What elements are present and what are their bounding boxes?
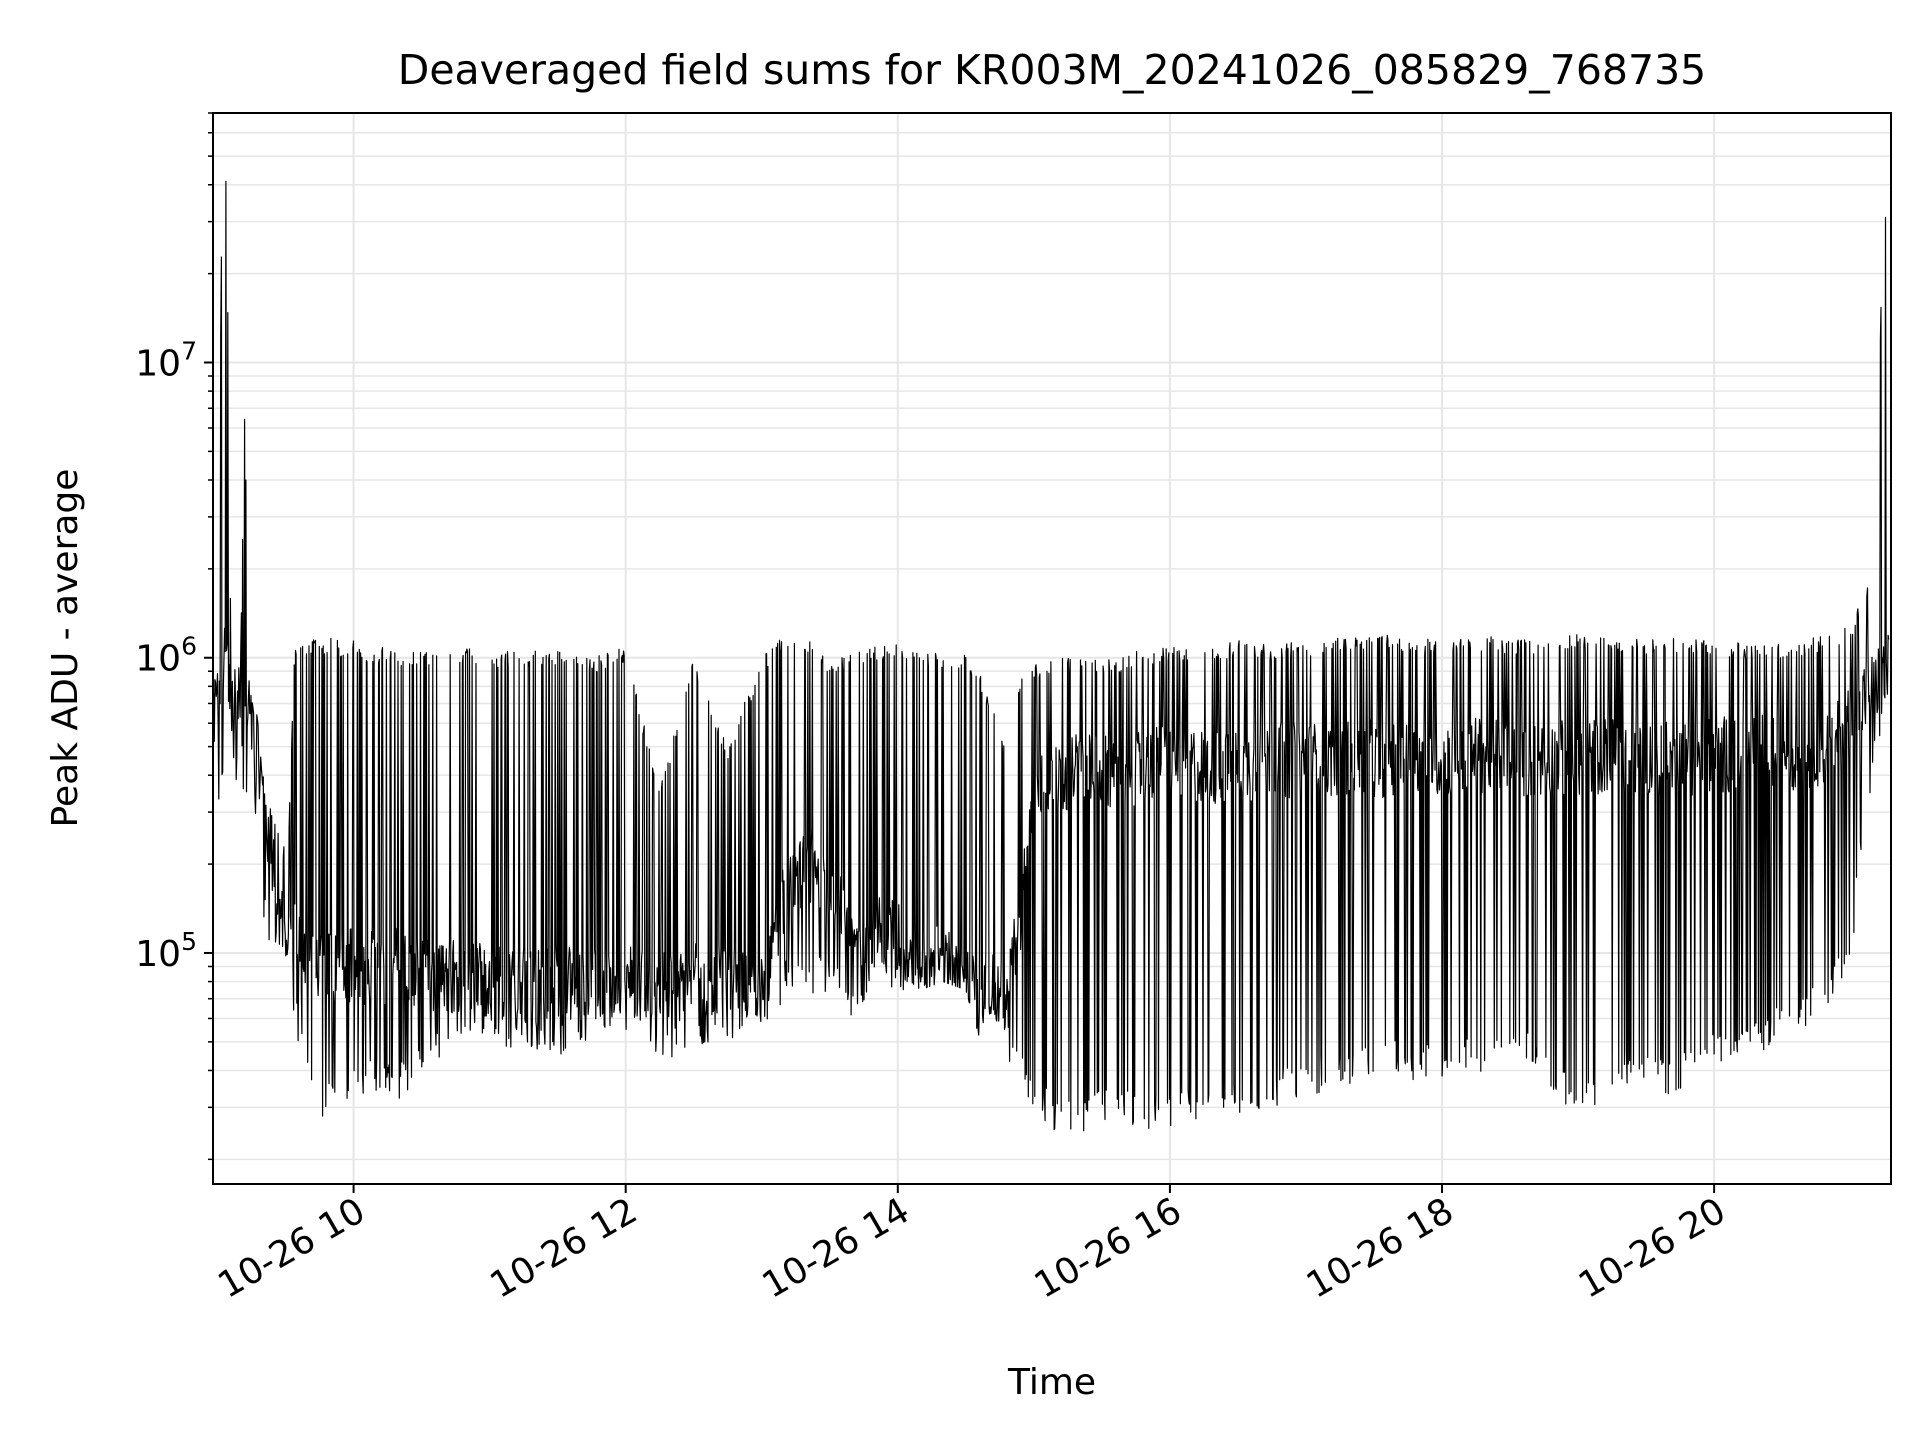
x-tick-label: 10-26 12 (484, 1190, 645, 1306)
y-axis: 105 106 107 (135, 112, 213, 1161)
series-line (212, 180, 1890, 1132)
x-tick-label: 10-26 18 (1300, 1190, 1461, 1306)
x-axis: 10-26 10 10-26 12 10-26 14 10-26 16 10-26 18… (211, 1184, 1733, 1307)
x-tick-label: 10-26 16 (1028, 1190, 1189, 1306)
y-tick-label: 107 (135, 337, 197, 385)
x-axis-label: Time (1007, 1362, 1096, 1403)
y-tick-label: 105 (135, 927, 197, 975)
y-axis-label: Peak ADU - average (45, 469, 86, 828)
y-tick-label: 106 (135, 632, 197, 680)
x-tick-label: 10-26 10 (211, 1190, 372, 1306)
x-tick-label: 10-26 20 (1572, 1190, 1733, 1306)
plot-frame (212, 112, 1892, 1185)
x-tick-label: 10-26 14 (756, 1190, 917, 1306)
chart-title: Deaveraged field sums for KR003M_2024102… (398, 46, 1707, 94)
series-layer (212, 180, 1890, 1132)
